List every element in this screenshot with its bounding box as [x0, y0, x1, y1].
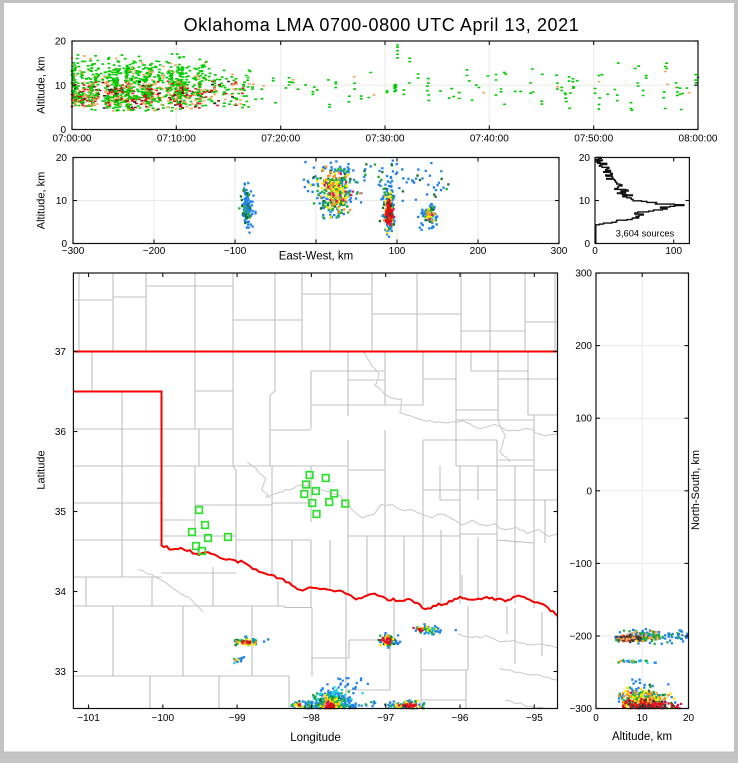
svg-text:−99: −99 — [229, 713, 246, 724]
svg-text:−100: −100 — [224, 246, 247, 257]
svg-text:−300: −300 — [62, 246, 85, 257]
svg-text:200: 200 — [470, 246, 487, 257]
svg-text:Altitude, km: Altitude, km — [612, 731, 672, 743]
svg-text:Latitude: Latitude — [36, 450, 48, 489]
svg-text:Longitude: Longitude — [290, 732, 341, 744]
svg-text:20: 20 — [55, 37, 67, 48]
svg-text:100: 100 — [575, 414, 592, 425]
svg-text:0: 0 — [586, 486, 592, 497]
svg-text:07:40:00: 07:40:00 — [470, 134, 509, 145]
svg-text:−101: −101 — [77, 713, 100, 724]
svg-text:20: 20 — [683, 713, 695, 724]
svg-text:100: 100 — [665, 246, 682, 257]
svg-text:07:10:00: 07:10:00 — [157, 134, 196, 145]
svg-text:07:00:00: 07:00:00 — [53, 134, 92, 145]
svg-text:0: 0 — [60, 125, 66, 136]
svg-text:−300: −300 — [569, 704, 592, 715]
svg-text:10: 10 — [579, 196, 591, 207]
svg-text:North-South, km: North-South, km — [690, 450, 702, 530]
svg-text:34: 34 — [55, 587, 67, 598]
svg-text:100: 100 — [389, 246, 406, 257]
svg-text:−97: −97 — [377, 713, 394, 724]
svg-text:07:20:00: 07:20:00 — [261, 134, 300, 145]
svg-text:200: 200 — [575, 341, 592, 352]
svg-text:07:50:00: 07:50:00 — [574, 134, 613, 145]
svg-text:3,604 sources: 3,604 sources — [616, 229, 675, 239]
svg-text:35: 35 — [55, 507, 67, 518]
svg-text:Altitude, km: Altitude, km — [36, 56, 48, 113]
svg-text:36: 36 — [55, 427, 67, 438]
svg-text:10: 10 — [56, 196, 68, 207]
svg-text:10: 10 — [637, 713, 649, 724]
svg-text:0: 0 — [593, 713, 599, 724]
svg-text:−96: −96 — [452, 713, 469, 724]
svg-text:33: 33 — [55, 667, 67, 678]
svg-text:0: 0 — [584, 239, 590, 250]
svg-text:−98: −98 — [303, 713, 320, 724]
svg-text:−200: −200 — [143, 246, 166, 257]
svg-text:Altitude, km: Altitude, km — [36, 172, 48, 229]
svg-text:300: 300 — [551, 246, 568, 257]
svg-text:−95: −95 — [526, 713, 543, 724]
svg-text:East-West, km: East-West, km — [279, 251, 354, 263]
svg-text:−100: −100 — [152, 713, 175, 724]
svg-text:20: 20 — [56, 153, 68, 164]
svg-text:0: 0 — [592, 246, 598, 257]
svg-text:300: 300 — [575, 269, 592, 280]
svg-text:−100: −100 — [569, 559, 592, 570]
svg-text:Oklahoma LMA 0700-0800 UTC Apr: Oklahoma LMA 0700-0800 UTC April 13, 202… — [184, 15, 580, 35]
svg-text:08:00:00: 08:00:00 — [679, 134, 718, 145]
svg-text:37: 37 — [55, 347, 67, 358]
svg-text:10: 10 — [55, 81, 67, 92]
svg-text:−200: −200 — [569, 632, 592, 643]
svg-text:20: 20 — [579, 153, 591, 164]
svg-text:0: 0 — [61, 239, 67, 250]
svg-text:07:30:00: 07:30:00 — [366, 134, 405, 145]
